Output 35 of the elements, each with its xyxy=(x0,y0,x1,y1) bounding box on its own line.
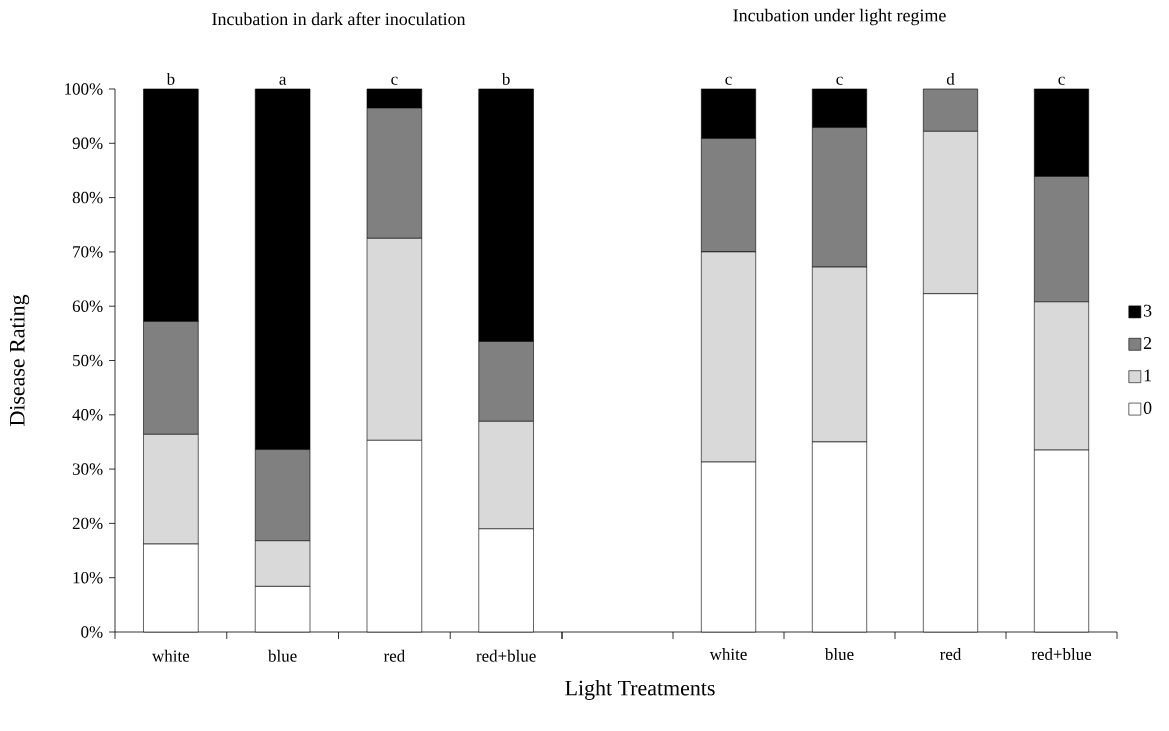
x-tick-label: red+blue xyxy=(1031,648,1092,661)
annotation: c xyxy=(725,76,732,85)
annotation: b xyxy=(501,72,510,85)
annotation: a xyxy=(279,76,287,85)
annotation: d xyxy=(946,72,955,85)
y-tick-label: 40% xyxy=(72,409,103,421)
x-tick-label: red xyxy=(940,648,962,661)
x-axis-title: Light Treatments xyxy=(565,680,715,700)
y-tick-label: 90% xyxy=(72,137,103,150)
chart-title: Incubation under light regime xyxy=(733,8,946,26)
annotation: c xyxy=(1058,76,1065,85)
x-tick-label: white xyxy=(709,648,747,661)
y-axis-title: Disease Rating xyxy=(9,294,30,426)
x-tick-label: white xyxy=(152,649,190,662)
y-tick-label: 10% xyxy=(73,571,103,584)
legend-label: 3 xyxy=(1143,304,1152,317)
chart-title: Incubation in dark after inoculation xyxy=(212,12,466,26)
y-tick-label: 30% xyxy=(72,463,103,475)
annotation: c xyxy=(391,76,398,85)
y-tick-label: 60% xyxy=(72,300,103,312)
y-tick-label: 20% xyxy=(72,517,103,530)
annotation: c xyxy=(836,76,843,85)
x-tick-label: red+blue xyxy=(476,649,536,662)
y-tick-label: 0% xyxy=(81,626,103,638)
y-tick-label: 80% xyxy=(72,191,103,204)
legend-label: 0 xyxy=(1143,401,1152,414)
x-tick-label: blue xyxy=(268,649,297,662)
y-tick-label: 50% xyxy=(73,354,103,367)
legend-label: 1 xyxy=(1144,369,1151,382)
y-tick-label: 100% xyxy=(65,83,103,95)
annotation: b xyxy=(166,72,175,85)
x-tick-label: blue xyxy=(824,648,854,661)
y-tick-label: 70% xyxy=(73,246,103,258)
x-tick-label: red xyxy=(383,649,405,662)
legend-label: 2 xyxy=(1143,337,1152,349)
